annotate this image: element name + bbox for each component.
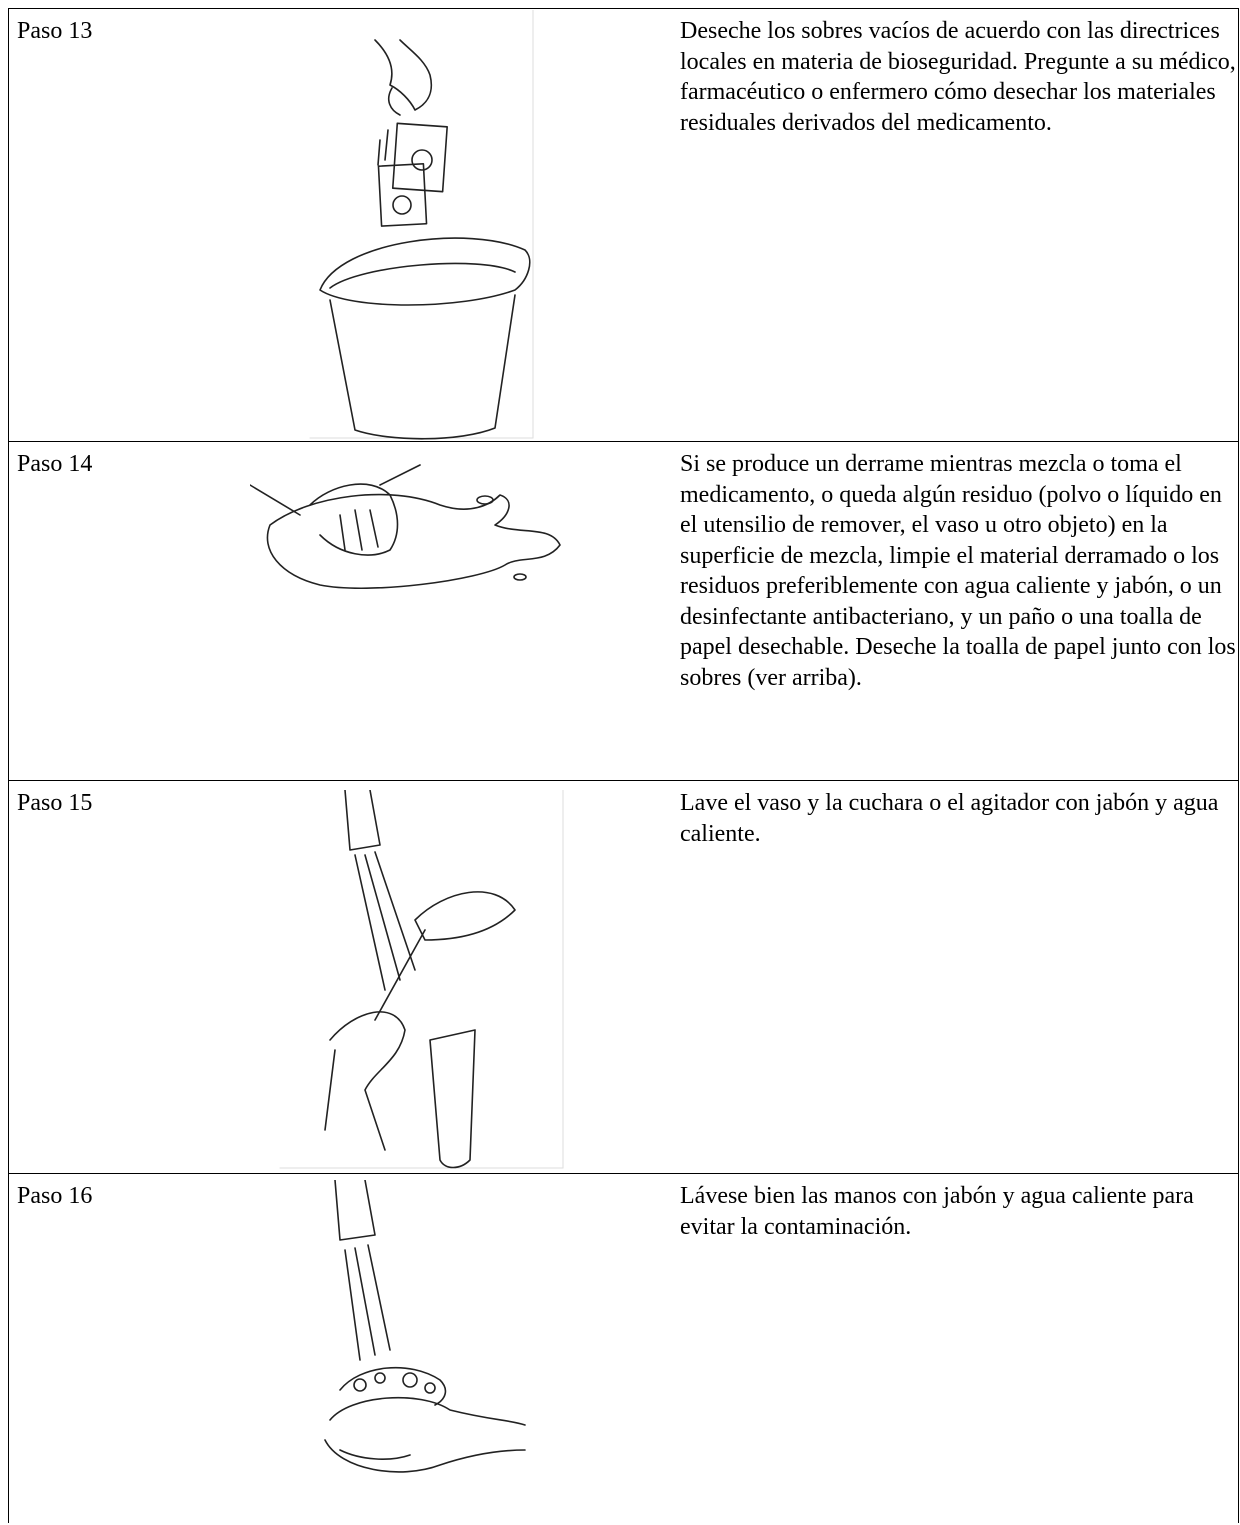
row-border (8, 441, 1238, 442)
step-label: Paso 15 (17, 790, 93, 816)
illustration (324, 1180, 526, 1473)
row-border (8, 8, 1238, 9)
illustration (309, 10, 534, 440)
step-label: Paso 13 (17, 18, 93, 44)
step-text: Lave el vaso y la cuchara o el agitador … (680, 790, 1219, 847)
step-text: Si se produce un derrame mientras mezcla… (680, 451, 1236, 691)
table-border (1238, 8, 1239, 1523)
step-label: Paso 16 (17, 1183, 93, 1209)
step-text: Lávese bien las manos con jabón y agua c… (680, 1183, 1194, 1240)
row-border (8, 1173, 1238, 1174)
row-border (8, 780, 1238, 781)
step-text: Deseche los sobres vacíos de acuerdo con… (680, 18, 1236, 136)
illustration (250, 464, 561, 590)
illustration (279, 790, 564, 1169)
step-label: Paso 14 (17, 451, 93, 477)
table-border (8, 8, 9, 1523)
